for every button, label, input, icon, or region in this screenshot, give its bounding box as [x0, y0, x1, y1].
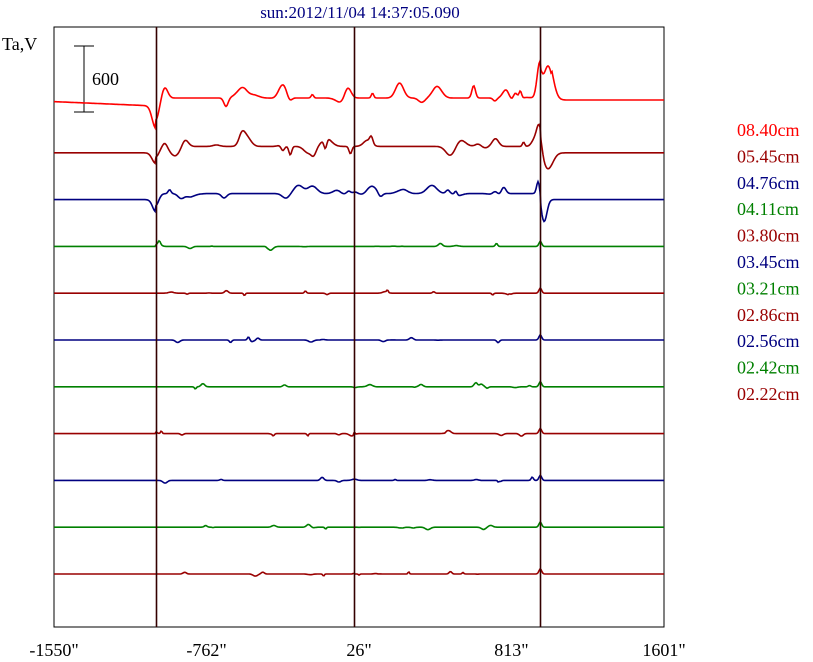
- x-tick-layer: -1550" -762" 26" 813" 1601": [29, 640, 685, 660]
- series-line: [54, 380, 664, 390]
- legend-entry: 03.45cm: [737, 252, 800, 272]
- legend-entry: 04.11cm: [737, 199, 799, 219]
- series-line: [54, 334, 664, 344]
- series-line: [54, 474, 664, 484]
- scale-bar-label: 600: [92, 69, 119, 89]
- legend-entry: 02.42cm: [737, 358, 800, 378]
- series-line: [54, 568, 664, 577]
- legend: 08.40cm 05.45cm 04.76cm 04.11cm 03.80cm 03.45…: [737, 120, 800, 404]
- legend-entry: 02.56cm: [737, 331, 800, 351]
- series-layer: [53, 58, 664, 577]
- series-line: [54, 239, 664, 251]
- legend-entry: 02.22cm: [737, 384, 800, 404]
- series-line: [54, 179, 664, 223]
- chart-title: sun:2012/11/04 14:37:05.090: [260, 3, 460, 22]
- series-line: [54, 521, 664, 531]
- legend-entry: 04.76cm: [737, 173, 800, 193]
- legend-entry: 03.21cm: [737, 278, 800, 298]
- series-line: [54, 123, 664, 170]
- series-line: [54, 287, 664, 297]
- scale-bar: 600: [74, 45, 119, 113]
- x-tick-label: -762": [186, 640, 226, 660]
- y-axis-label: Ta,V: [2, 34, 37, 54]
- vertical-marker-layer: [155, 27, 542, 627]
- x-tick-label: 26": [346, 640, 371, 660]
- legend-entry: 03.80cm: [737, 226, 800, 246]
- x-tick-label: 1601": [642, 640, 685, 660]
- series-line: [54, 427, 664, 438]
- legend-entry: 02.86cm: [737, 305, 800, 325]
- plot-frame: [53, 26, 665, 628]
- x-tick-label: 813": [494, 640, 528, 660]
- series-line: [53, 58, 664, 131]
- legend-entry: 08.40cm: [737, 120, 800, 140]
- legend-entry: 05.45cm: [737, 146, 800, 166]
- x-tick-label: -1550": [29, 640, 78, 660]
